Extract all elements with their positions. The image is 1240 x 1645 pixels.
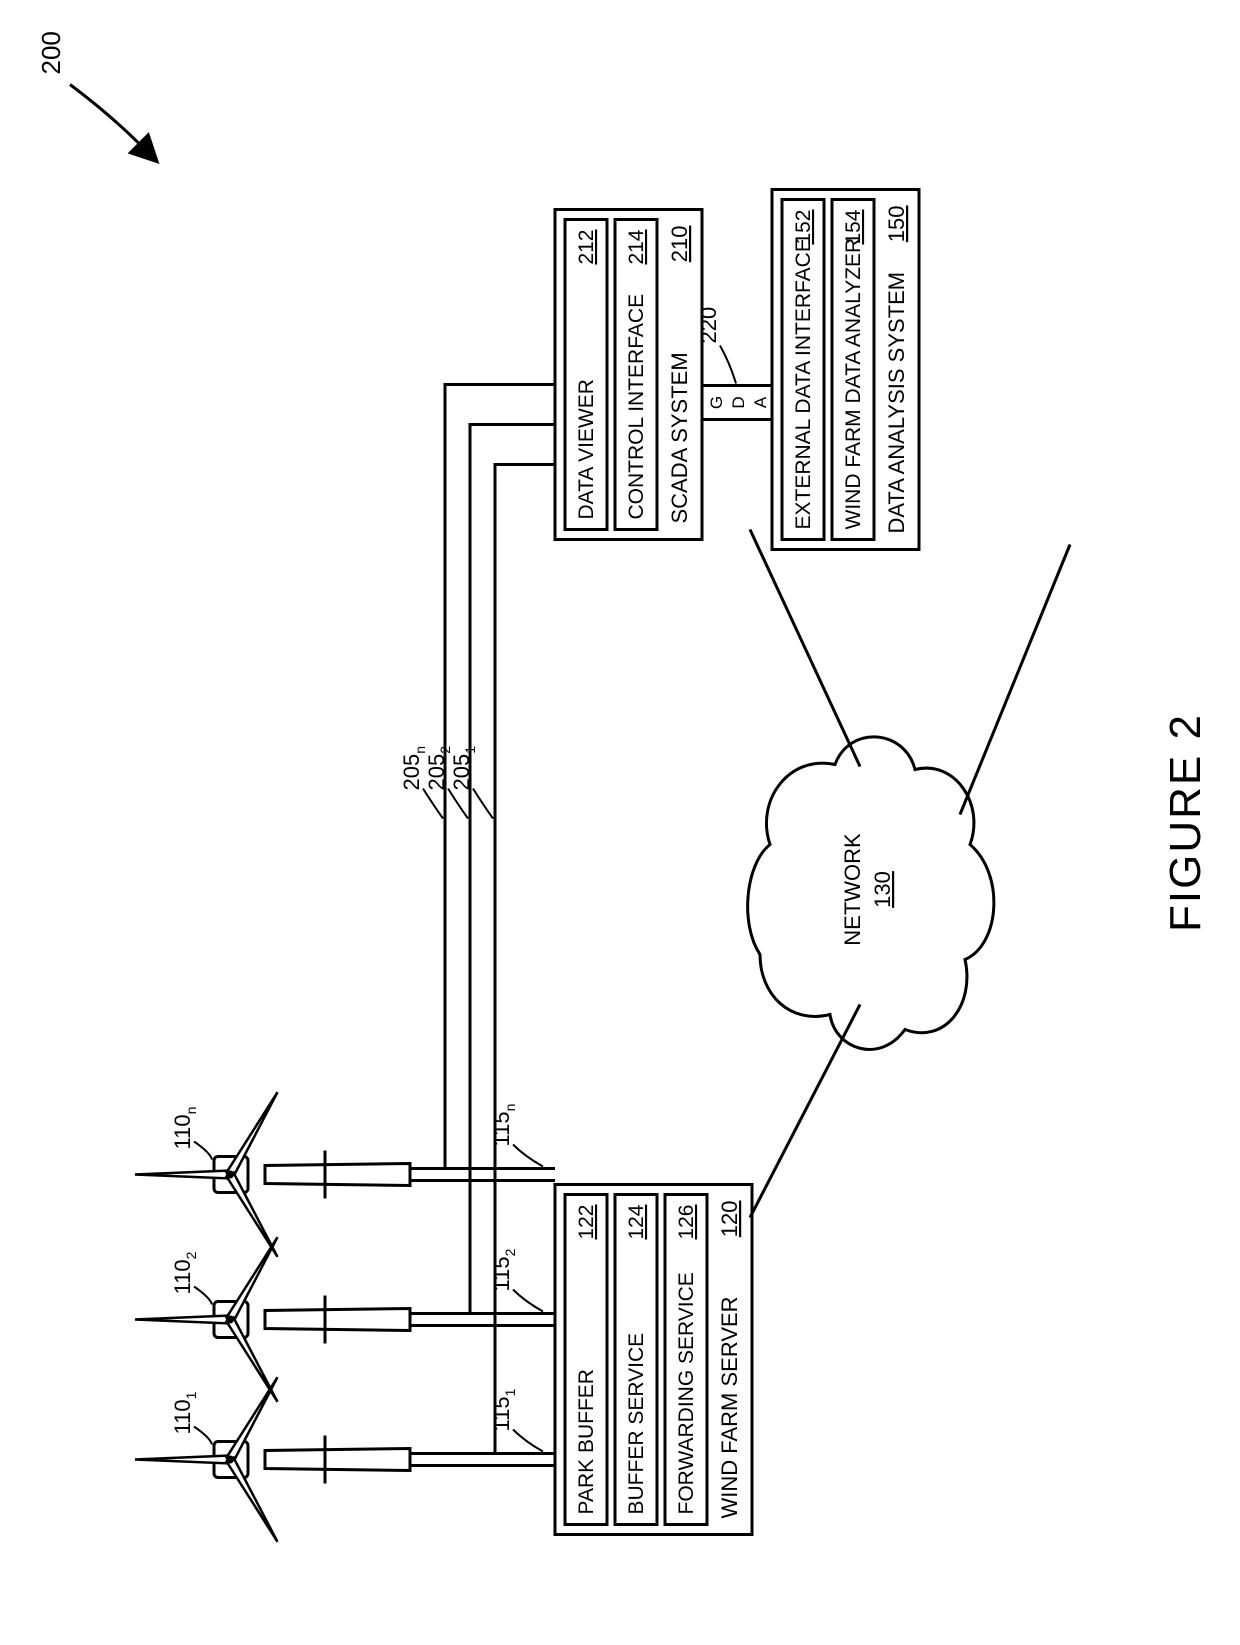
turbine-local-lines — [410, 1145, 555, 1466]
scada-title-ref: 210 — [667, 226, 692, 263]
turbines-group: 1101 1102 110n — [135, 1092, 410, 1542]
wfs-to-network-line — [750, 1005, 860, 1218]
turbine-ref: 1101 — [170, 1391, 199, 1434]
network-cloud: NETWORK 130 — [748, 737, 994, 1050]
scada-row-label: DATA VIEWER — [575, 379, 598, 519]
data-analysis-title: DATA ANALYSIS SYSTEM — [884, 272, 909, 534]
data-analysis-system-box: EXTERNAL DATA INTERFACE152 WIND FARM DATA… — [772, 190, 919, 550]
scada-system-box: DATA VIEWER 212 CONTROL INTERFACE 214 SCADA … — [555, 210, 702, 540]
turbine-ref: 110n — [170, 1107, 199, 1150]
figure-ref-text: 200 — [36, 31, 66, 74]
data-analysis-row-ref: 154 — [842, 209, 865, 244]
network-to-scada-line — [750, 530, 860, 767]
data-analysis-row-ref: 152 — [792, 210, 815, 245]
wind-farm-server-title-ref: 120 — [717, 1201, 742, 1238]
local-conn-ref: 115n — [489, 1104, 518, 1147]
wind-farm-server-row-ref: 126 — [675, 1205, 698, 1240]
gda-letter: A — [751, 396, 770, 408]
gda-ref: 220 — [696, 307, 721, 344]
data-analysis-title-ref: 150 — [884, 206, 909, 243]
wind-farm-server-row-label: FORWARDING SERVICE — [675, 1272, 698, 1514]
scada-row-ref: 214 — [625, 229, 648, 264]
wind-farm-server-title: WIND FARM SERVER — [717, 1296, 742, 1518]
gda-letter: D — [729, 396, 748, 408]
diagram-stage: 200 11011102110n 11511152115n 205n205220… — [0, 0, 1240, 1645]
wind-farm-server-box: PARK BUFFER 122 BUFFER SERVICE 124 FORWARDIN… — [555, 1185, 752, 1535]
wind-farm-server-row-label: BUFFER SERVICE — [625, 1333, 648, 1515]
scada-row-ref: 212 — [575, 230, 598, 265]
wind-farm-server-row-label: PARK BUFFER — [575, 1369, 598, 1514]
scada-row-label: CONTROL INTERFACE — [625, 294, 648, 520]
turbine-ref: 1102 — [170, 1251, 199, 1294]
network-ref: 130 — [870, 871, 895, 908]
figure-label: FIGURE 2 — [1161, 713, 1210, 932]
local-connection-labels: 1151 1152 115n — [489, 1104, 518, 1432]
local-conn-ref: 1152 — [489, 1248, 518, 1291]
gda-connector: GDA 220 — [696, 307, 772, 420]
figure-ref: 200 — [36, 31, 140, 144]
diagram-svg: 200 11011102110n 11511152115n 205n205220… — [0, 0, 1240, 1645]
wind-farm-server-row-ref: 122 — [575, 1205, 598, 1240]
wind-farm-server-row-ref: 124 — [625, 1204, 648, 1239]
data-analysis-row-label: EXTERNAL DATA INTERFACE — [792, 238, 815, 529]
local-conn-ref: 1151 — [489, 1388, 518, 1431]
scada-conn-ref: 2051 — [449, 746, 478, 791]
turbine-scada-lines — [410, 385, 555, 1454]
network-to-das-line — [960, 545, 1070, 815]
gda-letter: G — [707, 396, 726, 409]
network-label: NETWORK — [840, 833, 865, 946]
scada-title: SCADA SYSTEM — [667, 352, 692, 523]
data-analysis-row-label: WIND FARM DATA ANALYZER — [842, 238, 865, 530]
